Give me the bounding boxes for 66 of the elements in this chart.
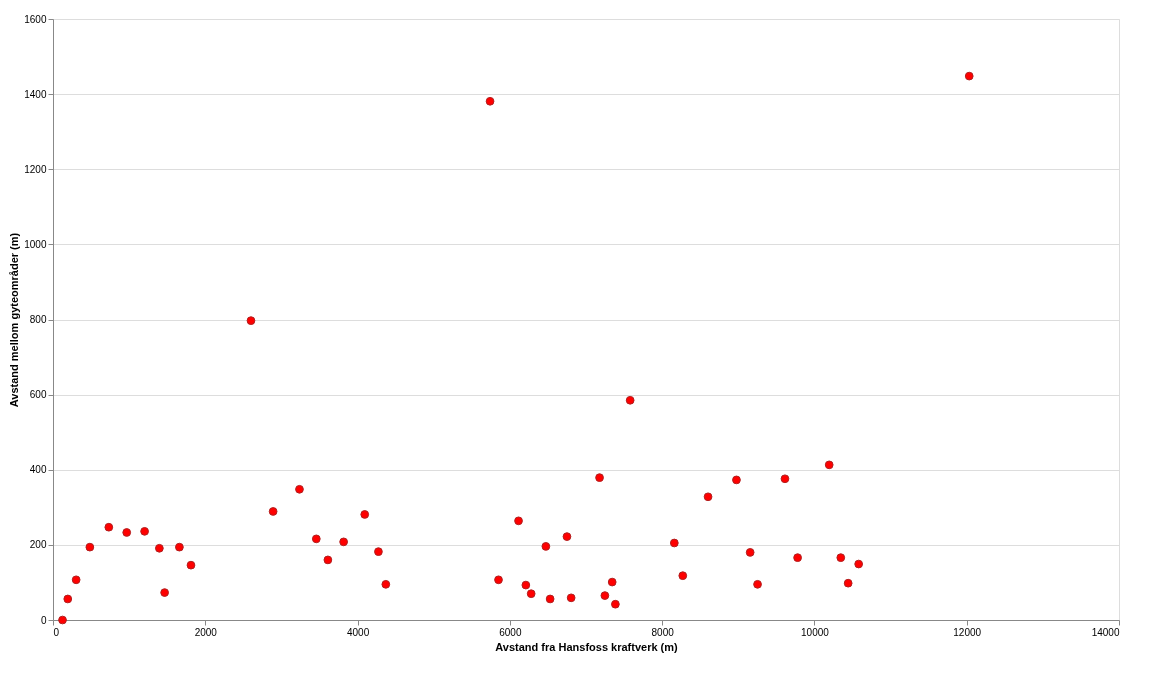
point (611, 599, 620, 609)
point (71, 575, 81, 585)
y-tick-label: 1600 (24, 13, 47, 25)
point (836, 553, 846, 563)
point (566, 593, 576, 603)
point (521, 580, 531, 590)
point (122, 528, 132, 537)
point (545, 594, 555, 604)
x-tick-label: 14000 (1091, 626, 1120, 638)
point (360, 510, 370, 519)
point (595, 473, 604, 482)
point (186, 560, 196, 570)
point (104, 522, 114, 532)
y-tick-label: 800 (29, 314, 47, 325)
y-tick-label: 600 (29, 389, 47, 401)
point (140, 526, 149, 536)
point (494, 575, 503, 585)
point (323, 555, 333, 565)
point (268, 507, 278, 516)
point (246, 316, 256, 325)
point (526, 589, 536, 599)
y-tick-label: 1400 (24, 88, 47, 100)
x-axis-title: Avstand fra Hansfoss kraftverk (m) (495, 640, 679, 653)
y-tick-label: 200 (29, 539, 47, 551)
point (843, 578, 853, 588)
point (703, 492, 713, 502)
point (678, 571, 688, 581)
point (625, 395, 635, 405)
point (753, 579, 762, 589)
point (514, 516, 523, 526)
point (85, 542, 95, 552)
x-tick-label: 4000 (346, 626, 370, 638)
point (600, 591, 610, 600)
point (339, 537, 349, 547)
y-tick-label: 1000 (24, 238, 47, 250)
point (669, 538, 679, 548)
point (58, 615, 67, 625)
point (311, 534, 321, 544)
x-tick-label: 10000 (801, 626, 830, 638)
point (745, 548, 755, 557)
x-tick-label: 6000 (499, 626, 522, 638)
point (160, 588, 169, 597)
y-tick-label: 400 (29, 464, 47, 476)
point (780, 474, 790, 484)
point (295, 484, 304, 494)
point (562, 532, 572, 541)
y-tick-label: 1200 (24, 163, 47, 175)
point (63, 594, 73, 604)
x-tick-label: 8000 (651, 626, 675, 638)
x-tick-label: 2000 (194, 626, 218, 638)
point (964, 71, 974, 81)
point (824, 460, 834, 470)
point (541, 542, 551, 551)
x-tick-label: 12000 (953, 626, 982, 638)
point (374, 547, 383, 556)
point (607, 577, 617, 587)
point (175, 542, 184, 552)
point (485, 96, 495, 106)
point (381, 579, 391, 589)
y-axis-title: Avstand mellom gyteområder (m) (8, 232, 21, 408)
point (732, 475, 741, 485)
y-tick-label: 0 (40, 614, 47, 626)
point (854, 559, 864, 569)
x-tick-label: 0 (53, 626, 60, 638)
point (155, 543, 164, 553)
point (793, 553, 802, 563)
